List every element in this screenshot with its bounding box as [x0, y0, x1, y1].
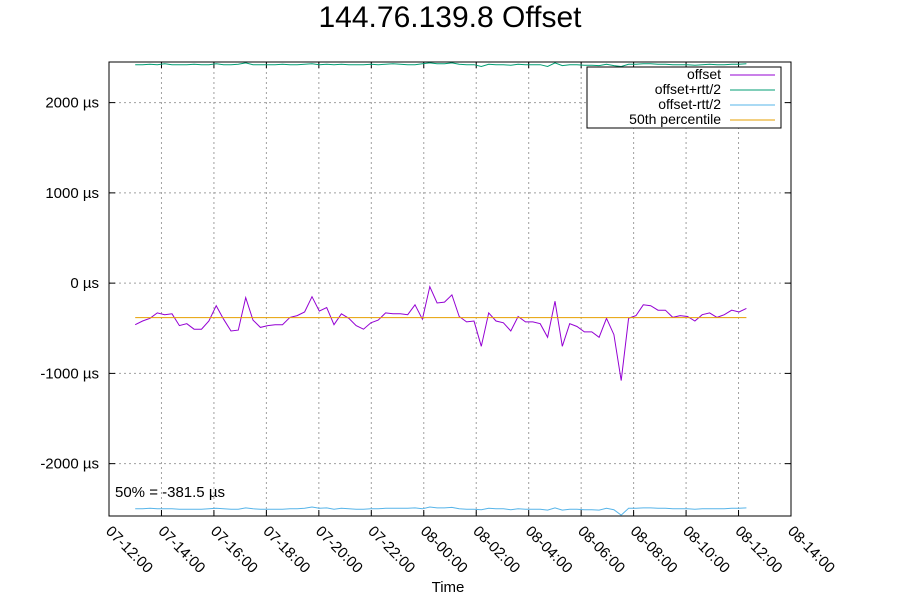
x-tick-label: 08-10:00 — [679, 523, 733, 577]
x-tick-label: 07-20:00 — [312, 523, 366, 577]
legend-label-offset-rtt-2: offset-rtt/2 — [658, 96, 721, 112]
x-tick-label: 08-02:00 — [469, 523, 523, 577]
x-tick-label: 07-22:00 — [364, 523, 418, 577]
grid — [109, 62, 791, 516]
series-line-offset-rtt-2 — [135, 506, 747, 516]
x-tick-label: 08-14:00 — [784, 523, 838, 577]
x-tick-label: 08-08:00 — [627, 523, 681, 577]
x-tick-label: 07-14:00 — [155, 523, 209, 577]
series-line-offset-rtt-2 — [135, 62, 747, 68]
legend-label-offset: offset — [687, 66, 721, 82]
x-tick-label: 07-18:00 — [260, 523, 314, 577]
median-annotation: 50% = -381.5 µs — [115, 484, 225, 501]
y-tick-label: 1000 µs — [45, 185, 99, 202]
series-line-offset — [134, 285, 747, 381]
y-tick-label: -1000 µs — [40, 365, 99, 382]
y-axis: 2000 µs 1000 µs 0 µs -1000 µs -2000 µs — [40, 95, 791, 473]
x-tick-label: 07-12:00 — [102, 523, 156, 577]
x-tick-label: 08-12:00 — [732, 523, 786, 577]
legend-label-offset-rtt-2: offset+rtt/2 — [655, 81, 721, 97]
x-tick-label: 08-06:00 — [574, 523, 628, 577]
series-layer — [134, 62, 747, 516]
y-tick-label: -2000 µs — [40, 456, 99, 473]
y-tick-label: 0 µs — [70, 275, 99, 292]
x-tick-label: 08-00:00 — [417, 523, 471, 577]
x-axis-title: Time — [432, 579, 465, 596]
plot-frame — [108, 61, 792, 517]
legend-box — [586, 66, 782, 129]
chart-title: 144.76.139.8 Offset — [319, 1, 583, 34]
legend-label-50th-percentile: 50th percentile — [629, 111, 721, 127]
x-tick-label: 08-04:00 — [522, 523, 576, 577]
x-tick-label: 07-16:00 — [207, 523, 261, 577]
y-tick-label: 2000 µs — [45, 95, 99, 112]
